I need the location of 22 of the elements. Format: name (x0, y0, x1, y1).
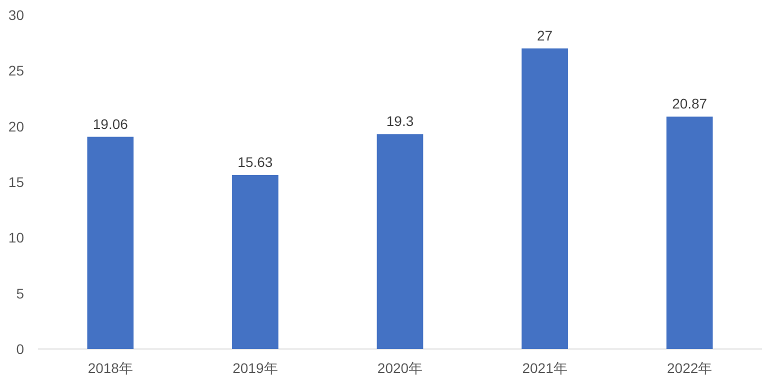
data-label: 19.3 (386, 113, 414, 130)
y-tick-label: 20 (8, 118, 24, 134)
y-tick-label: 10 (8, 230, 24, 246)
x-tick-label: 2021年 (522, 360, 568, 376)
y-tick-label: 25 (8, 62, 24, 79)
data-label: 15.63 (238, 154, 273, 170)
x-tick-label: 2020年 (377, 360, 423, 376)
x-tick-label: 2022年 (667, 360, 712, 376)
y-tick-label: 30 (8, 7, 24, 23)
bar (87, 136, 134, 349)
bar (522, 48, 568, 349)
bar (376, 134, 424, 349)
data-label: 19.06 (92, 116, 128, 132)
y-tick-label: 5 (16, 285, 24, 302)
bar (666, 116, 713, 349)
data-label: 20.87 (672, 96, 708, 112)
y-tick-label: 15 (8, 174, 24, 190)
bar (232, 174, 278, 349)
data-label: 27 (537, 27, 553, 44)
x-tick-label: 2019年 (232, 360, 278, 376)
x-tick-label: 2018年 (88, 360, 133, 376)
y-tick-label: 0 (16, 341, 24, 357)
